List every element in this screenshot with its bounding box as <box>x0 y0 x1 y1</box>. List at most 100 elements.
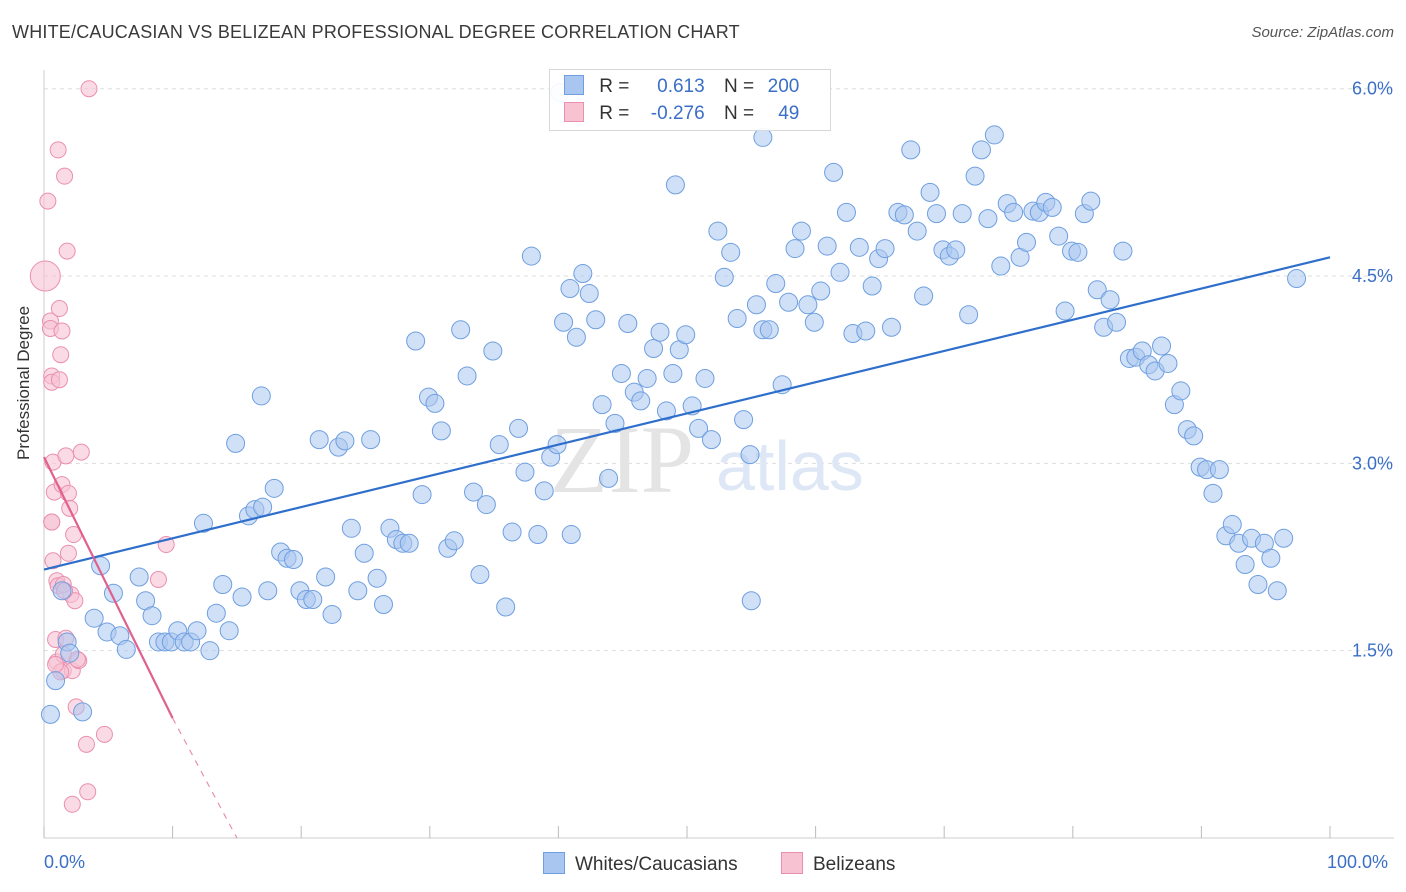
white-point <box>579 284 599 304</box>
white-point <box>1049 226 1069 246</box>
white-point <box>599 468 619 488</box>
white-point <box>1055 301 1075 321</box>
legend-n-label: N = <box>723 76 755 97</box>
belizean-point <box>53 322 71 340</box>
white-point <box>798 295 818 315</box>
legend-n-label: N = <box>723 103 755 124</box>
source-label: Source: ZipAtlas.com <box>1251 24 1394 41</box>
white-point <box>361 430 381 450</box>
white-point <box>1087 280 1107 300</box>
belizean-point <box>59 544 77 562</box>
bottom-legend-label-belizeans: Belizeans <box>813 854 896 875</box>
white-point <box>650 322 670 342</box>
white-point <box>470 565 490 585</box>
white-point <box>714 267 734 287</box>
white-point <box>1261 548 1281 568</box>
white-point <box>791 221 811 241</box>
white-point <box>759 320 779 340</box>
white-point <box>611 363 631 383</box>
white-point <box>534 481 554 501</box>
white-point <box>451 320 471 340</box>
belizean-point <box>72 443 90 461</box>
legend-row-belizeans: R = -0.276 N = 49 <box>564 102 799 126</box>
white-point <box>1203 483 1223 503</box>
legend-n-value: 200 <box>767 76 800 97</box>
white-point <box>1274 528 1294 548</box>
white-point <box>1113 241 1133 261</box>
belizean-trendline-extension <box>172 717 238 839</box>
white-point <box>187 621 207 641</box>
white-point <box>316 567 336 587</box>
legend-swatch-whites <box>564 75 584 95</box>
white-point <box>1107 312 1127 332</box>
white-point <box>444 531 464 551</box>
bottom-legend-whites: Whites/Caucasians <box>543 852 738 876</box>
white-point <box>894 205 914 225</box>
white-point <box>431 421 451 441</box>
gridlines <box>44 88 1394 652</box>
belizean-point <box>149 571 167 589</box>
belizean-point <box>47 655 65 673</box>
white-point <box>881 317 901 337</box>
white-point <box>637 368 657 388</box>
white-point <box>971 140 991 160</box>
white-point <box>665 175 685 195</box>
belizean-point <box>63 795 81 813</box>
white-trendline <box>43 256 1331 571</box>
white-point <box>489 435 509 455</box>
white-point <box>142 606 162 626</box>
white-point <box>561 525 581 545</box>
white-point <box>219 621 239 641</box>
white-point <box>251 386 271 406</box>
white-point <box>824 162 844 182</box>
y-tick-label: 3.0% <box>1352 453 1393 473</box>
trendlines <box>43 256 1331 839</box>
white-point <box>1171 381 1191 401</box>
white-point <box>875 239 895 259</box>
white-point <box>965 166 985 186</box>
white-point <box>701 430 721 450</box>
white-point <box>1158 353 1178 373</box>
white-point <box>746 295 766 315</box>
white-point <box>689 418 709 438</box>
white-point <box>1042 197 1062 217</box>
white-point <box>457 366 477 386</box>
white-point <box>952 204 972 224</box>
white-point <box>60 643 80 663</box>
legend-swatch-belizeans <box>564 102 584 122</box>
white-point <box>811 281 831 301</box>
white-point <box>862 276 882 296</box>
legend-row-whites: R = 0.613 N = 200 <box>564 75 799 99</box>
white-point <box>830 262 850 282</box>
legend-r-label: R = <box>599 76 630 97</box>
white-point <box>836 202 856 222</box>
white-point <box>264 478 284 498</box>
white-point <box>1248 574 1268 594</box>
white-point <box>73 702 93 722</box>
white-point <box>283 550 303 570</box>
bottom-legend-swatch-belizeans <box>781 852 803 874</box>
white-point <box>573 264 593 284</box>
white-point <box>528 525 548 545</box>
bottom-legend-label-whites: Whites/Caucasians <box>575 854 738 875</box>
belizean-point <box>39 192 57 210</box>
white-point <box>464 482 484 502</box>
white-point <box>914 286 934 306</box>
white-point <box>406 331 426 351</box>
white-point <box>618 314 638 334</box>
white-point <box>521 246 541 266</box>
white-point <box>46 671 66 691</box>
belizean-point <box>77 735 95 753</box>
white-point <box>734 410 754 430</box>
white-point <box>586 310 606 330</box>
white-point <box>515 462 535 482</box>
white-point <box>946 240 966 260</box>
belizean-point <box>56 167 74 185</box>
y-tick-label: 1.5% <box>1352 641 1393 661</box>
white-point <box>476 495 496 515</box>
white-point <box>708 221 728 241</box>
white-point <box>753 127 773 147</box>
white-point <box>322 604 342 624</box>
white-point <box>766 274 786 294</box>
white-point <box>502 522 522 542</box>
